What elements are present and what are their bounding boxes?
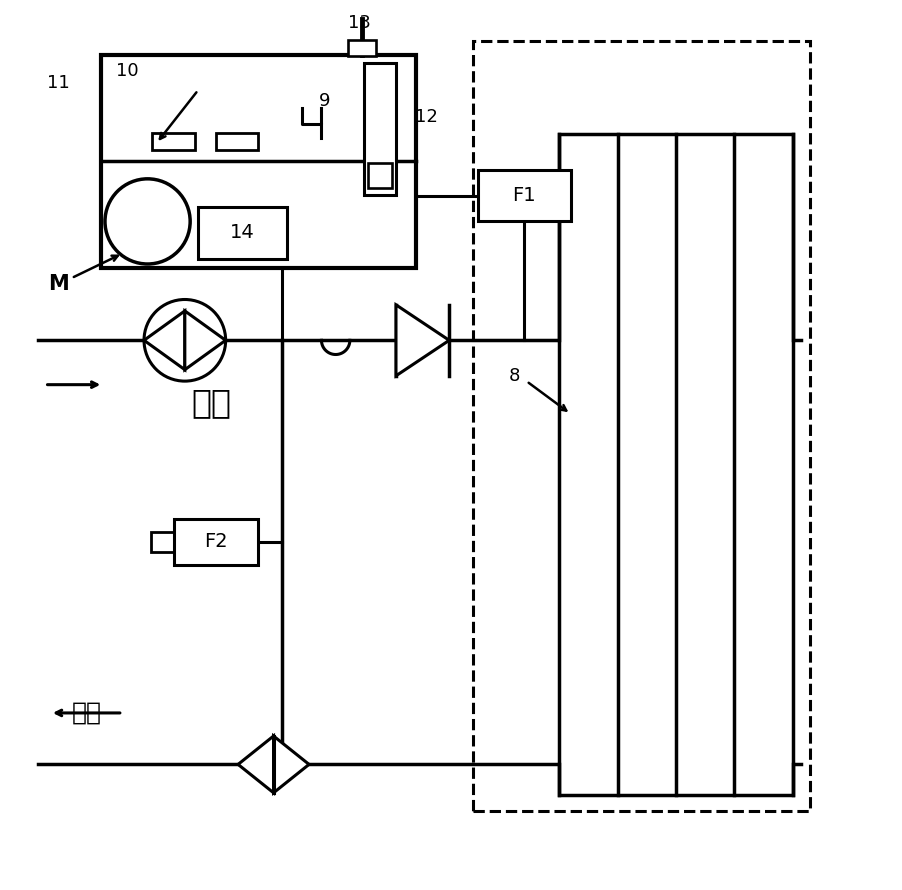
Text: 回水: 回水	[72, 701, 102, 725]
Text: 供水: 供水	[191, 386, 232, 419]
Text: 8: 8	[510, 367, 520, 384]
Text: F1: F1	[512, 186, 536, 206]
Circle shape	[144, 300, 226, 381]
Bar	[559, 134, 793, 796]
Polygon shape	[238, 736, 273, 793]
Bar	[100, 54, 416, 268]
Bar	[152, 531, 174, 552]
Text: 14: 14	[230, 223, 255, 242]
Bar	[216, 133, 259, 150]
Text: 9: 9	[319, 92, 331, 109]
Text: 11: 11	[48, 74, 70, 92]
Circle shape	[105, 179, 190, 264]
Polygon shape	[144, 311, 185, 369]
Bar	[198, 207, 287, 259]
Text: M: M	[49, 273, 69, 294]
Text: 10: 10	[115, 61, 139, 79]
Text: 13: 13	[348, 13, 371, 32]
Polygon shape	[273, 736, 309, 793]
Bar	[364, 63, 396, 195]
Bar	[478, 170, 571, 222]
Bar	[474, 41, 810, 811]
Bar	[152, 133, 195, 150]
Bar	[348, 40, 376, 56]
Bar	[174, 519, 259, 565]
Text: F2: F2	[205, 532, 228, 551]
Text: 12: 12	[415, 108, 437, 125]
Polygon shape	[185, 311, 226, 369]
Bar	[369, 163, 391, 188]
Polygon shape	[396, 304, 449, 376]
